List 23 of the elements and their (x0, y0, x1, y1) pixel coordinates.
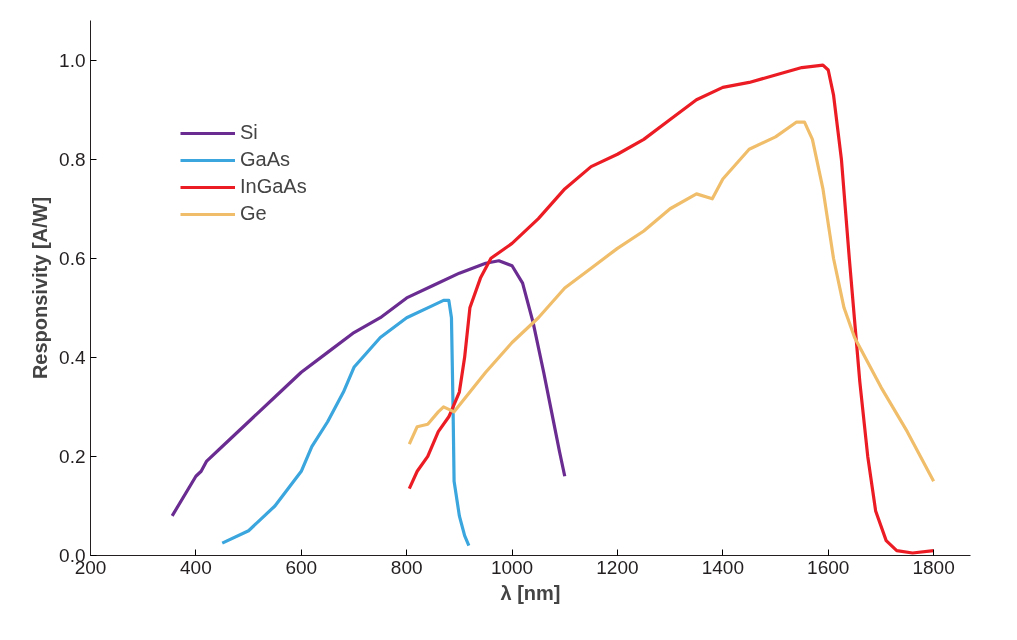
x-tick-label: 600 (285, 556, 318, 578)
y-axis-title: Responsivity [A/W] (29, 196, 52, 380)
legend-label: GaAs (240, 148, 291, 171)
y-tick-label: 0.4 (59, 346, 86, 368)
line-series (170, 259, 567, 518)
x-tick-label: 400 (180, 556, 212, 578)
x-tick-label: 800 (390, 556, 423, 578)
y-tick-label: 0.8 (59, 148, 86, 170)
legend-label: Si (240, 121, 259, 144)
x-tick-label: 1200 (596, 556, 639, 578)
x-tick-label: 1800 (912, 556, 955, 578)
x-tick-label: 1600 (807, 556, 850, 578)
y-tick-label: 0.6 (59, 247, 86, 269)
x-tick-label: 1400 (701, 556, 744, 578)
line-series (407, 120, 936, 483)
x-axis-title: λ [nm] (500, 581, 561, 604)
x-tick-label: 1000 (490, 556, 534, 578)
line-series (407, 63, 936, 555)
legend-label: Ge (240, 202, 267, 225)
y-tick-label: 0.2 (59, 445, 86, 467)
y-tick-label: 1.0 (59, 49, 86, 71)
legend-label: InGaAs (240, 175, 307, 198)
line-series (220, 298, 471, 548)
